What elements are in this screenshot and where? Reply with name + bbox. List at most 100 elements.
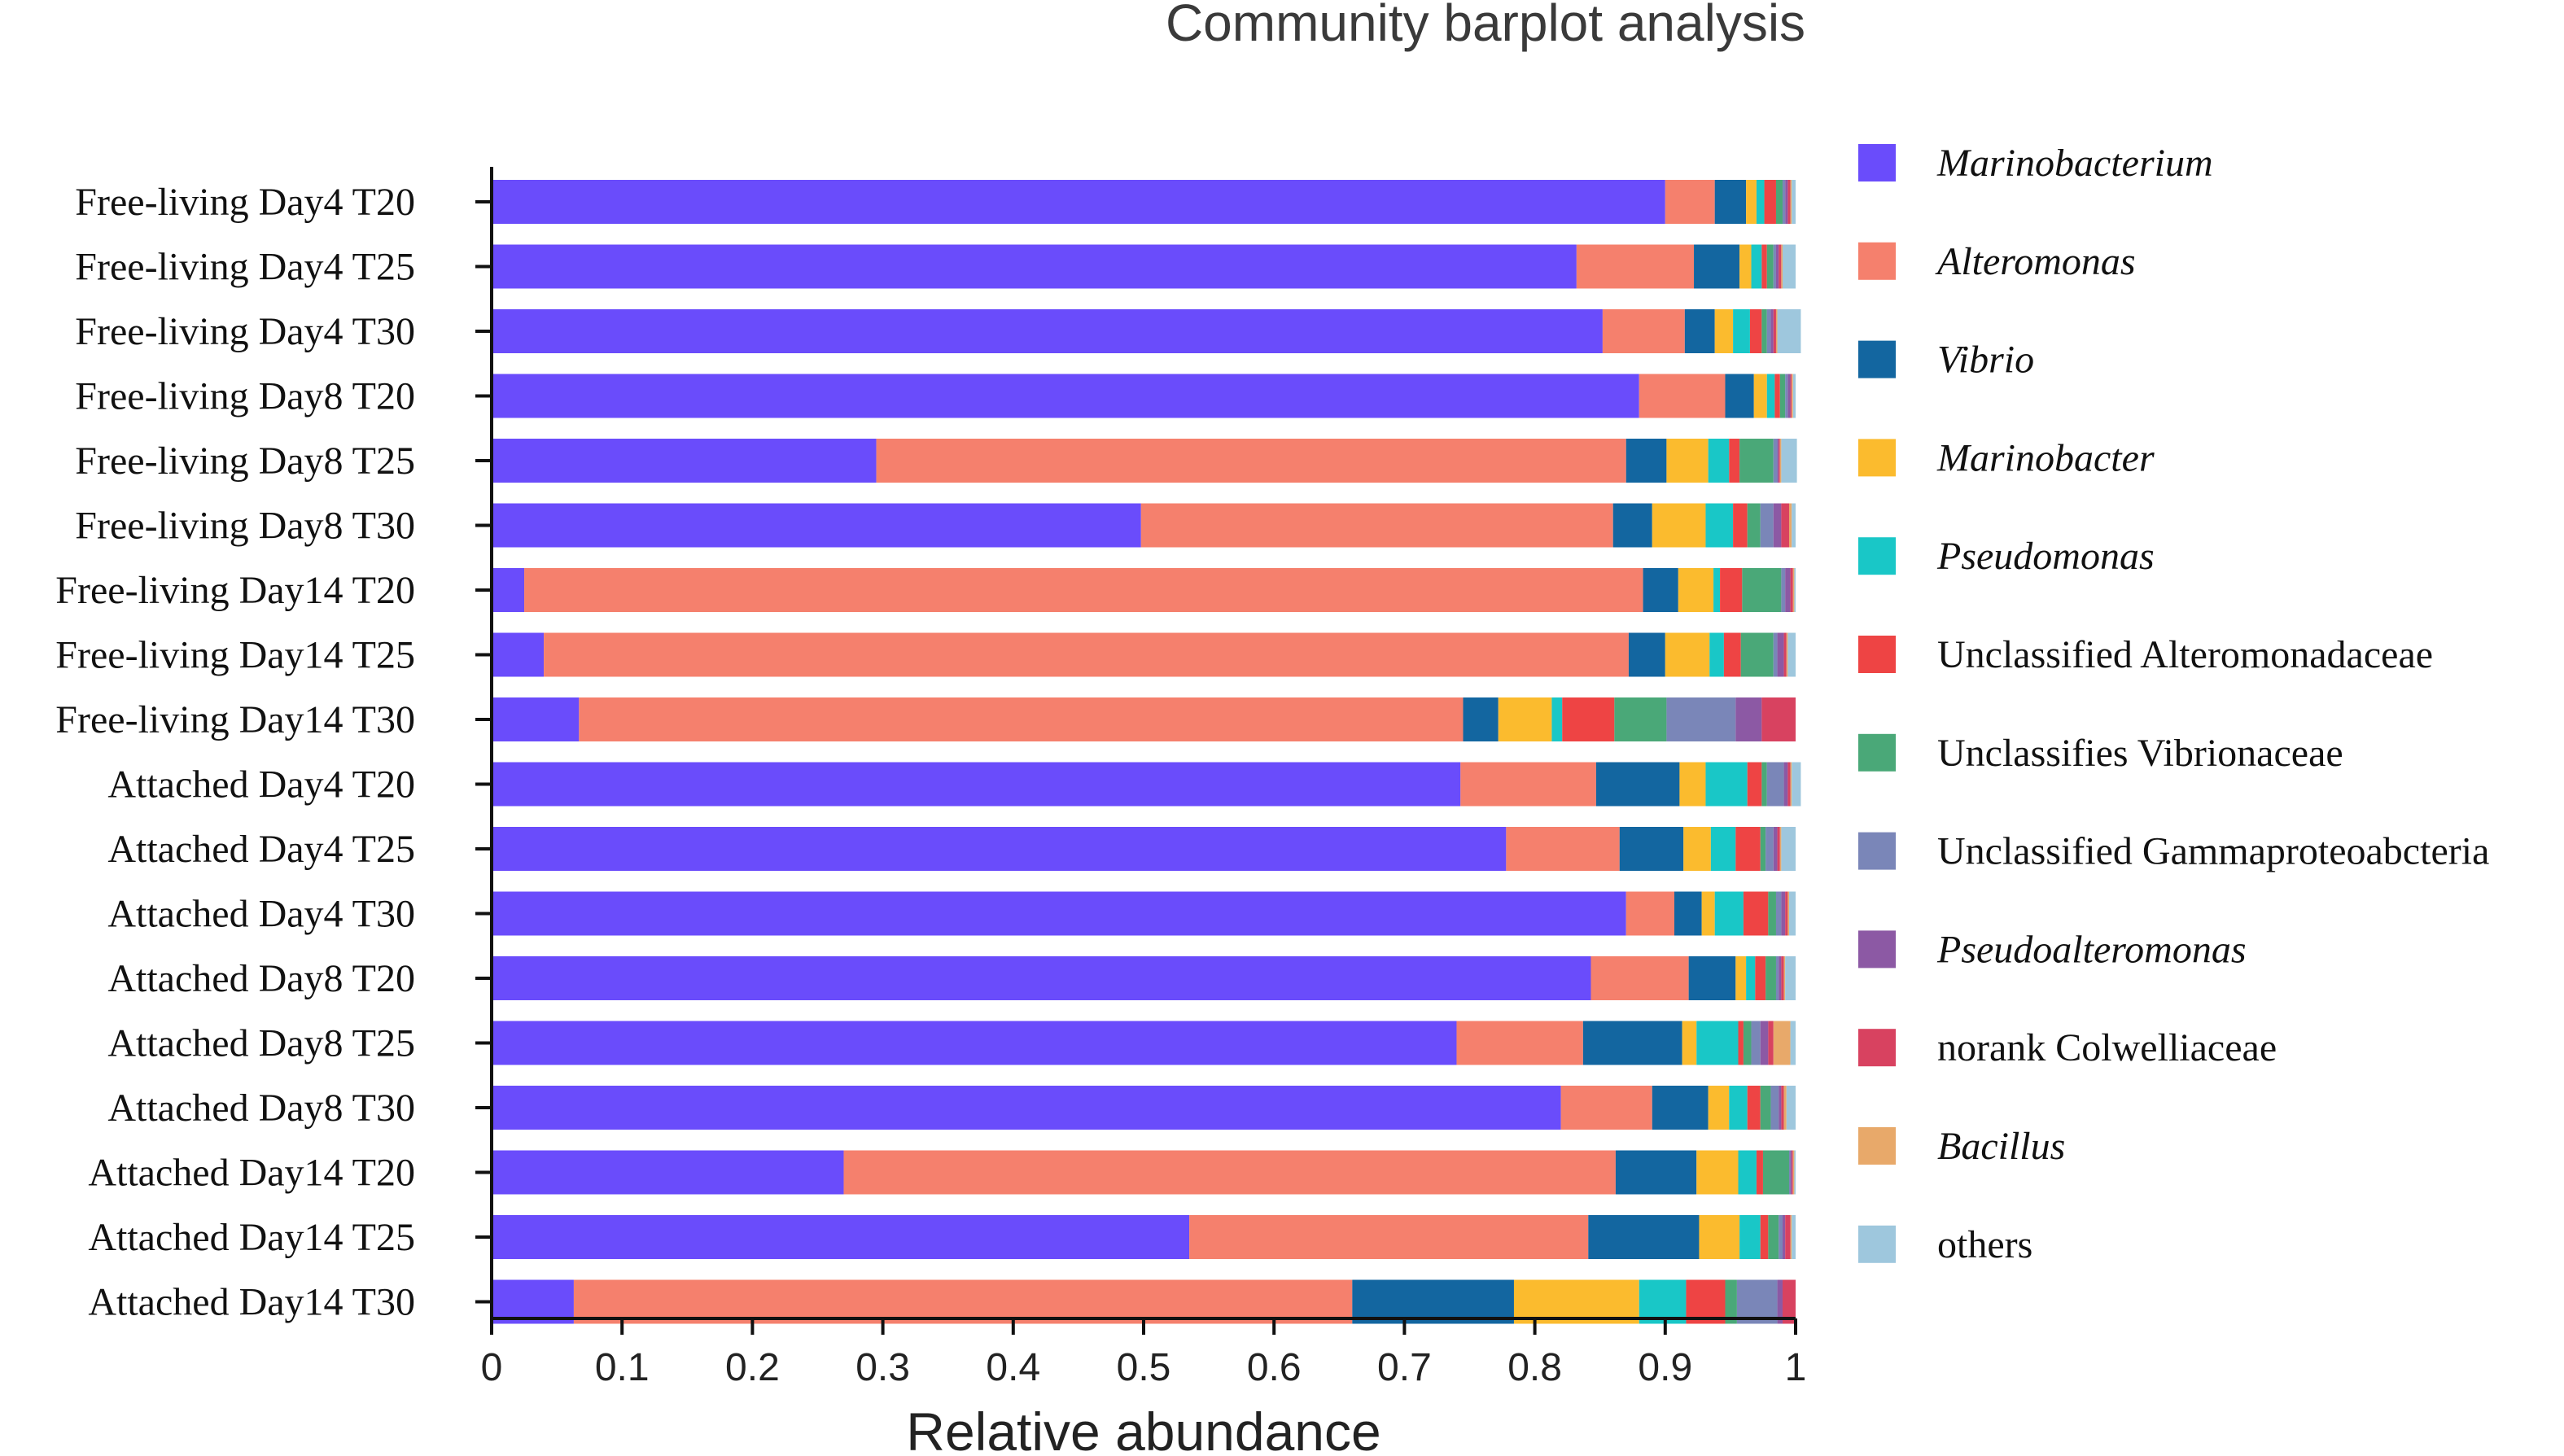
bar-segment — [1725, 374, 1754, 418]
bar-segment — [1790, 568, 1793, 612]
legend-swatch — [1858, 242, 1896, 280]
bar-segment — [1787, 374, 1791, 418]
bar-segment — [1761, 697, 1796, 741]
legend-item: Pseudoalteromonas — [1858, 928, 2247, 971]
y-axis: Free-living Day4 T20 Free-living Day4 T25… — [55, 167, 493, 1324]
legend-swatch — [1858, 1127, 1896, 1165]
bar-segment — [1773, 503, 1782, 548]
bar-segment — [1612, 503, 1652, 548]
x-tick-label: 0.5 — [1117, 1346, 1171, 1389]
bar-segment — [1628, 632, 1665, 677]
legend-item: Pseudomonas — [1858, 535, 2155, 578]
bar-segment — [1560, 1086, 1652, 1130]
bar-segment — [492, 374, 1639, 418]
legend-swatch — [1858, 340, 1896, 378]
bar-segment — [1765, 827, 1774, 871]
x-tick-label: 0.7 — [1377, 1346, 1432, 1389]
bar-segment — [1770, 309, 1774, 353]
bar-segment — [573, 1279, 1353, 1324]
bar-segment — [1714, 309, 1734, 353]
bar-segment — [1779, 439, 1780, 483]
bar-segment — [1785, 891, 1788, 936]
x-tick-label: 0.6 — [1247, 1346, 1302, 1389]
category-label: Attached Day4 T30 — [107, 893, 415, 936]
bar-segment — [1781, 503, 1789, 548]
bar-segment — [1733, 309, 1750, 353]
category-label: Attached Day14 T30 — [88, 1281, 415, 1324]
bar-row — [492, 1215, 1796, 1259]
legend-label: Unclassifies Vibrionaceae — [1937, 732, 2343, 775]
bar-segment — [1788, 891, 1796, 936]
category-label: Free-living Day4 T25 — [75, 246, 415, 289]
bar-segment — [1779, 827, 1782, 871]
bar-row — [492, 1021, 1796, 1065]
bar-segment — [1735, 956, 1747, 1000]
legend-swatch — [1858, 537, 1896, 575]
bar-segment — [1773, 309, 1776, 353]
category-label: Free-living Day8 T20 — [75, 375, 415, 418]
legend-swatch — [1858, 930, 1896, 968]
category-label: Attached Day14 T25 — [88, 1216, 415, 1259]
bar-segment — [1739, 439, 1774, 483]
bar-segment — [1738, 1021, 1744, 1065]
bar-segment — [1720, 568, 1743, 612]
bar-segment — [1625, 891, 1675, 936]
bar-segment — [1766, 309, 1771, 353]
bar-segment — [1688, 956, 1736, 1000]
legend-label: Bacillus — [1937, 1125, 2065, 1168]
bar-segment — [1696, 1150, 1739, 1195]
legend-item: Marinobacterium — [1858, 142, 2213, 185]
bar-row — [492, 1150, 1796, 1195]
bar-segment — [1782, 244, 1796, 289]
bar-row — [492, 568, 1796, 612]
bar-segment — [1764, 180, 1776, 224]
bar-segment — [1781, 956, 1784, 1000]
bar-segment — [1755, 956, 1766, 1000]
bar-segment — [1749, 309, 1762, 353]
bar-segment — [1775, 244, 1779, 289]
bar-segment — [1779, 439, 1782, 483]
bar-segment — [1790, 374, 1792, 418]
bar-segment — [1602, 309, 1685, 353]
bar-segment — [1751, 244, 1762, 289]
bar-segment — [1770, 1086, 1779, 1130]
bar-segment — [492, 827, 1507, 871]
bar-segment — [1189, 1215, 1589, 1259]
legend-item: others — [1858, 1223, 2032, 1266]
bar-segment — [1696, 1021, 1739, 1065]
category-label: Free-living Day4 T30 — [75, 310, 415, 353]
bar-segment — [1614, 697, 1667, 741]
bar-segment — [1779, 374, 1786, 418]
bar-row — [492, 180, 1796, 224]
bar-segment — [1773, 632, 1778, 677]
bar-segment — [1792, 374, 1796, 418]
x-axis: 0 0.1 0.2 0.3 0.4 0.5 0.6 0.7 0.8 0.9 1 — [481, 1317, 1806, 1389]
bar-segment — [1788, 503, 1792, 548]
bar-row — [492, 1086, 1796, 1130]
bar-segment — [1753, 374, 1767, 418]
bar-segment — [1352, 1279, 1514, 1324]
bar-row — [492, 439, 1797, 483]
bar-segment — [1775, 956, 1779, 1000]
bar-segment — [1773, 827, 1778, 871]
bar-segment — [1699, 1215, 1740, 1259]
bar-segment — [1456, 1021, 1583, 1065]
bar-row — [492, 827, 1796, 871]
legend-item: Marinobacter — [1858, 436, 2155, 479]
bar-segment — [1760, 1215, 1769, 1259]
bar-segment — [1779, 244, 1782, 289]
bar-segment — [1679, 762, 1706, 807]
bar-segment — [1783, 762, 1788, 807]
bar-row — [492, 244, 1796, 289]
category-label: Free-living Day14 T25 — [55, 634, 415, 677]
bar-segment — [1761, 309, 1767, 353]
legend-item: Vibrio — [1858, 339, 2034, 382]
category-label: Attached Day8 T25 — [107, 1022, 415, 1065]
bar-segment — [1792, 374, 1793, 418]
bar-segment — [876, 439, 1626, 483]
bar-segment — [1708, 1086, 1730, 1130]
bar-segment — [1785, 374, 1788, 418]
bar-segment — [1777, 827, 1780, 871]
bar-row — [492, 697, 1796, 741]
x-tick-label: 0.1 — [595, 1346, 650, 1389]
